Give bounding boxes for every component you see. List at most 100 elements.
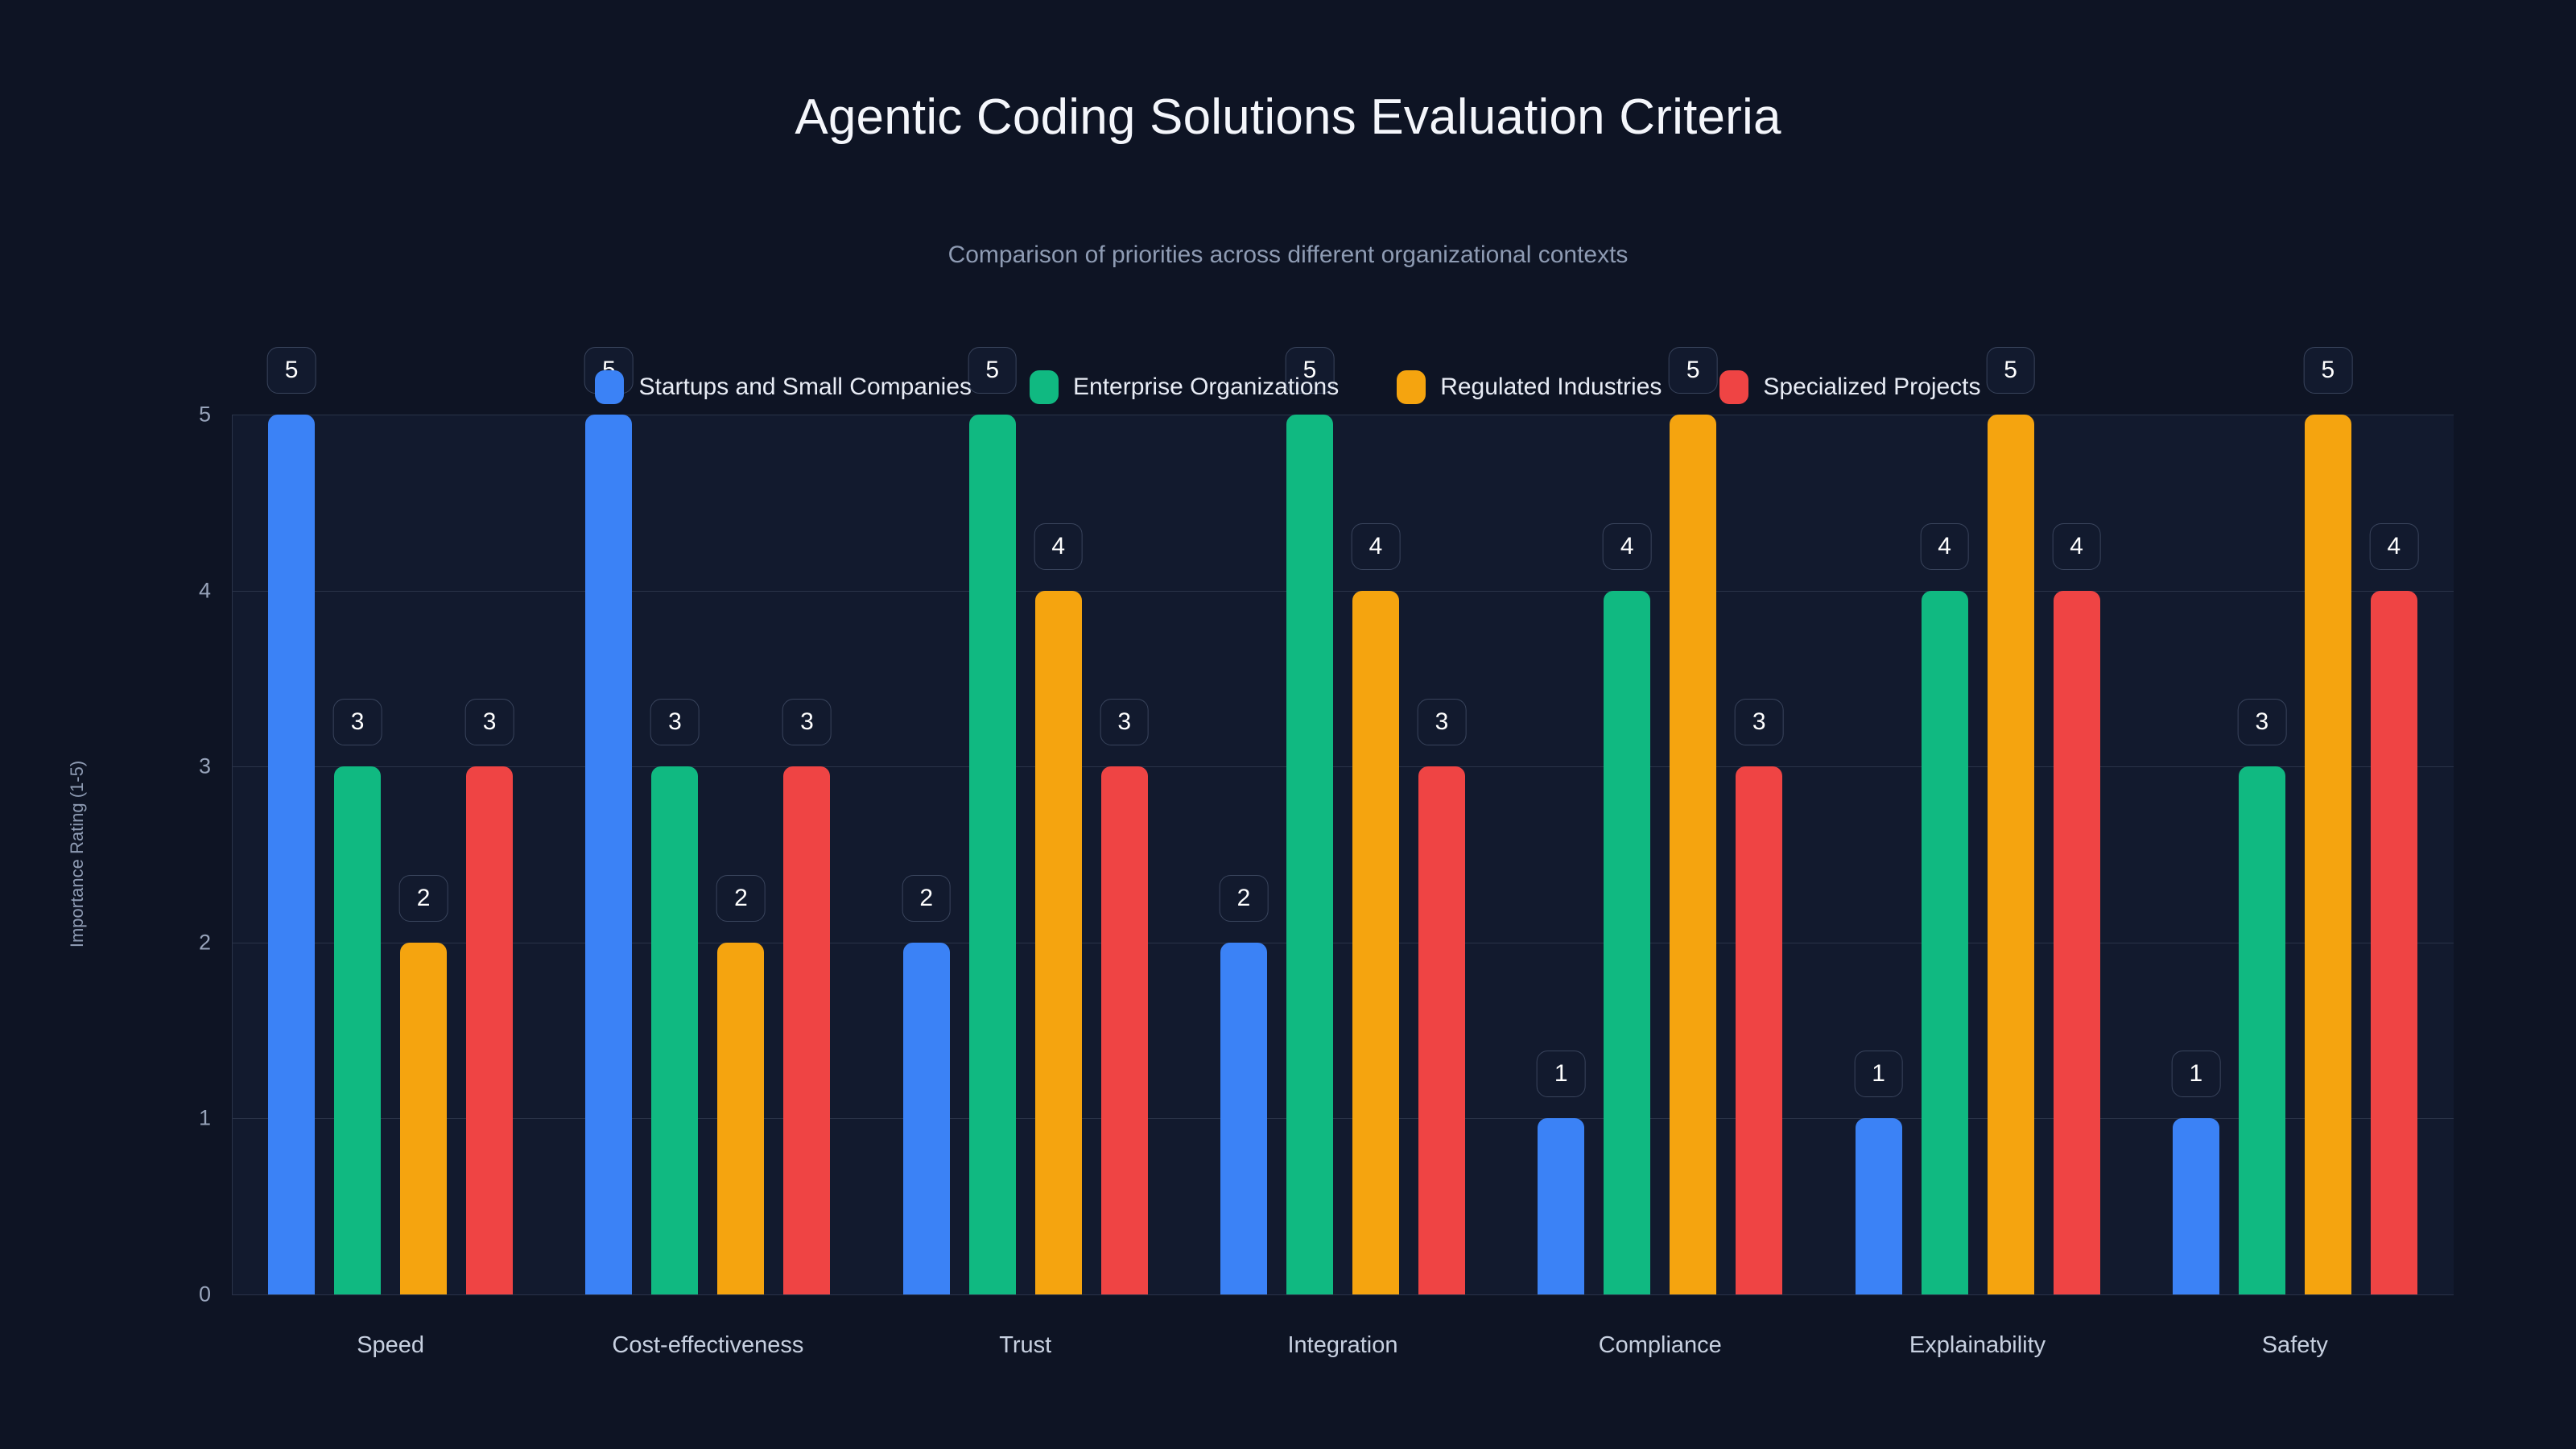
legend-swatch-icon xyxy=(1030,370,1059,404)
bar[interactable] xyxy=(268,415,316,1294)
gridline xyxy=(232,1118,2454,1120)
bar[interactable] xyxy=(1604,590,1651,1294)
legend-item-2[interactable]: Regulated Industries xyxy=(1397,370,1662,404)
bar[interactable] xyxy=(1670,415,1717,1294)
bar-group: 1 4 5 4 xyxy=(1818,347,2136,1294)
bar[interactable] xyxy=(1538,1118,1585,1294)
bar-slot: 2 xyxy=(1219,415,1269,1294)
bar[interactable] xyxy=(1736,766,1783,1294)
bar-slot: 5 xyxy=(266,347,316,1294)
bar-slot: 5 xyxy=(2303,347,2353,1294)
bar-slot: 4 xyxy=(1034,415,1084,1294)
bar-value-label: 1 xyxy=(1854,1051,1903,1098)
bar[interactable] xyxy=(2304,415,2351,1294)
bar-slot: 3 xyxy=(1734,415,1784,1294)
bar-slot: 3 xyxy=(782,415,832,1294)
y-tick-label: 5 xyxy=(198,402,211,427)
bar[interactable] xyxy=(585,415,633,1294)
bar-value-label: 5 xyxy=(968,347,1018,394)
bar[interactable] xyxy=(1100,766,1148,1294)
bar-slot: 5 xyxy=(968,347,1018,1294)
bar-slot: 3 xyxy=(464,415,514,1294)
bar[interactable] xyxy=(717,942,765,1294)
legend-item-0[interactable]: Startups and Small Companies xyxy=(595,370,972,404)
x-axis-labels: Speed Cost-effectiveness Trust Integration C… xyxy=(232,1332,2454,1359)
bar-slot: 3 xyxy=(1100,415,1150,1294)
bar[interactable] xyxy=(968,415,1016,1294)
bar[interactable] xyxy=(1286,415,1333,1294)
y-axis-line xyxy=(232,415,233,1294)
bar-value-label: 5 xyxy=(2303,347,2353,394)
bar[interactable] xyxy=(400,942,448,1294)
bar[interactable] xyxy=(2053,590,2100,1294)
bar[interactable] xyxy=(1921,590,1968,1294)
bar-value-label: 3 xyxy=(332,699,382,746)
bar-slot: 2 xyxy=(716,415,766,1294)
bar-value-label: 4 xyxy=(1602,522,1652,570)
legend-item-label: Specialized Projects xyxy=(1763,374,1981,400)
bar-value-label: 3 xyxy=(464,699,514,746)
chart-subtitle: Comparison of priorities across differen… xyxy=(947,242,1629,268)
y-axis-title: Importance Rating (1-5) xyxy=(67,760,87,948)
x-axis-label: Compliance xyxy=(1598,1332,1722,1358)
bar[interactable] xyxy=(1220,942,1267,1294)
bar-groups: 5323532325432543145314541354 xyxy=(232,347,2454,1294)
y-tick-label: 1 xyxy=(198,1105,211,1130)
y-axis-ticks: 0 1 2 3 4 5 xyxy=(0,0,232,1449)
bar-group: 2 5 4 3 xyxy=(1184,347,1501,1294)
bar-slot: 3 xyxy=(1417,415,1467,1294)
bar-value-label: 4 xyxy=(2369,522,2419,570)
bar-slot: 1 xyxy=(2171,415,2221,1294)
bar-value-label: 2 xyxy=(716,874,766,922)
bar-value-label: 5 xyxy=(1285,347,1335,394)
bar[interactable] xyxy=(2238,766,2285,1294)
bar-slot: 1 xyxy=(1854,415,1903,1294)
x-axis-label: Safety xyxy=(2261,1332,2328,1358)
legend-item-3[interactable]: Specialized Projects xyxy=(1719,370,1981,404)
legend-swatch-icon xyxy=(1397,370,1426,404)
bar-slot: 4 xyxy=(1351,415,1401,1294)
bar[interactable] xyxy=(1855,1118,1902,1294)
y-tick-label: 3 xyxy=(198,753,211,778)
bar[interactable] xyxy=(2172,1118,2219,1294)
bar-slot: 3 xyxy=(2237,415,2287,1294)
bar-value-label: 5 xyxy=(1986,347,2035,394)
bar-slot: 4 xyxy=(2052,415,2101,1294)
bar-value-label: 3 xyxy=(650,699,700,746)
bar-value-label: 1 xyxy=(1536,1051,1586,1098)
y-tick-label: 2 xyxy=(198,930,211,955)
bar[interactable] xyxy=(902,942,950,1294)
x-axis-label: Explainability xyxy=(1909,1332,2046,1358)
bar[interactable] xyxy=(1418,766,1465,1294)
bar[interactable] xyxy=(1352,590,1399,1294)
bar-value-label: 2 xyxy=(902,874,952,922)
gridline xyxy=(232,590,2454,592)
gridline xyxy=(232,1294,2454,1295)
legend-item-label: Startups and Small Companies xyxy=(638,374,972,400)
legend-item-label: Regulated Industries xyxy=(1440,374,1662,400)
bar[interactable] xyxy=(466,766,514,1294)
bar[interactable] xyxy=(651,766,699,1294)
bar[interactable] xyxy=(334,766,382,1294)
bar-value-label: 2 xyxy=(398,874,448,922)
bar-slot: 5 xyxy=(1986,347,2035,1294)
bar-value-label: 3 xyxy=(1417,699,1467,746)
bar-value-label: 3 xyxy=(782,699,832,746)
bar-slot: 3 xyxy=(332,415,382,1294)
bar-slot: 5 xyxy=(1285,347,1335,1294)
legend-swatch-icon xyxy=(1719,370,1749,404)
legend-item-1[interactable]: Enterprise Organizations xyxy=(1030,370,1339,404)
bar[interactable] xyxy=(1987,415,2034,1294)
bar-group: 1 4 5 3 xyxy=(1501,347,1818,1294)
bar[interactable] xyxy=(2370,590,2417,1294)
bar-slot: 4 xyxy=(1920,415,1969,1294)
chart-title: Agentic Coding Solutions Evaluation Crit… xyxy=(795,89,1781,145)
bar-group: 1 3 5 4 xyxy=(2136,347,2454,1294)
bar-value-label: 1 xyxy=(2171,1051,2221,1098)
bar[interactable] xyxy=(1034,590,1082,1294)
bar-slot: 1 xyxy=(1536,415,1586,1294)
bar[interactable] xyxy=(783,766,831,1294)
